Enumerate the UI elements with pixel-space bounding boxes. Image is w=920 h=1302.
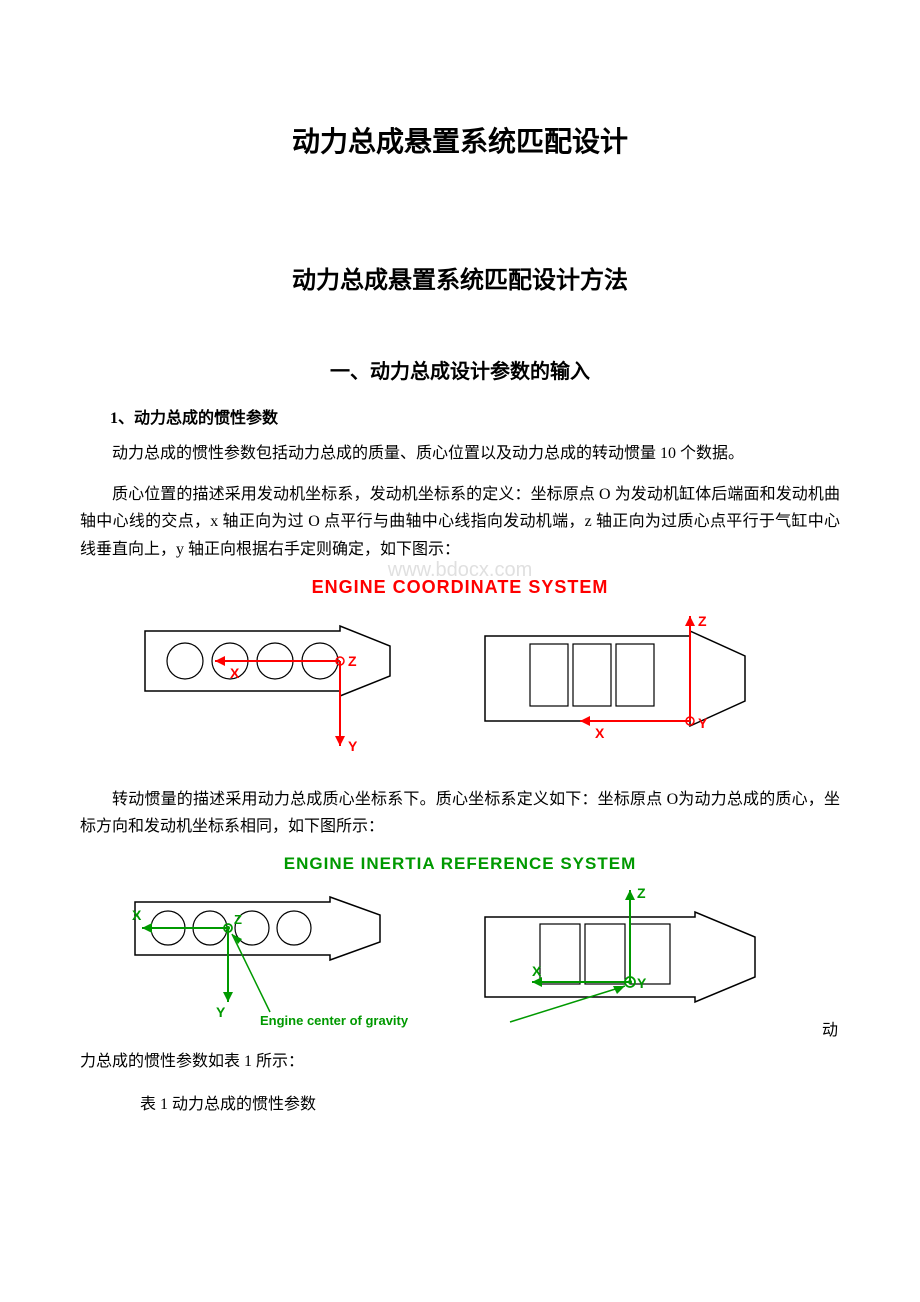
d1-left-y-label: Y — [348, 738, 358, 754]
paragraph-2: 质心位置的描述采用发动机坐标系，发动机坐标系的定义：坐标原点 O 为发动机缸体后… — [80, 481, 840, 563]
diagram-2-title: ENGINE INERTIA REFERENCE SYSTEM — [80, 854, 840, 874]
diagram-2-left-svg: X Z Y Engine center of gravity — [120, 882, 440, 1032]
section-1-heading: 一、动力总成设计参数的输入 — [80, 355, 840, 384]
d2-right-z-label: Z — [637, 885, 646, 901]
paragraph-3: 转动惯量的描述采用动力总成质心坐标系下。质心坐标系定义如下：坐标原点 O为动力总… — [80, 786, 840, 840]
d1-left-x-label: X — [230, 665, 240, 681]
d2-left-y-label: Y — [216, 1004, 226, 1020]
d2-left-x-label: X — [132, 907, 142, 923]
diagram-1-row: X Z Y Z X Y — [80, 606, 840, 766]
d2-right-y-label: Y — [637, 975, 647, 991]
diagram-1-right-svg: Z X Y — [470, 606, 790, 766]
diagram-2-right-svg: Z X Y — [470, 882, 800, 1032]
paragraph-4-rest: 力总成的惯性参数如表 1 所示： — [80, 1048, 840, 1075]
d1-right-x-label: X — [595, 725, 605, 741]
d1-right-y-label: Y — [698, 715, 708, 731]
diagram-2-container: ENGINE INERTIA REFERENCE SYSTEM X Z Y — [80, 854, 840, 1032]
diagram-1-title: ENGINE COORDINATE SYSTEM — [80, 577, 840, 598]
d1-right-z-label: Z — [698, 613, 707, 629]
d2-right-x-label: X — [532, 963, 542, 979]
diagram-2-row: X Z Y Engine center of gravity Z — [80, 882, 840, 1032]
diagram-1-container: www.bdocx.com ENGINE COORDINATE SYSTEM X… — [80, 577, 840, 766]
table-1-caption: 表 1 动力总成的惯性参数 — [80, 1090, 840, 1114]
document-main-title: 动力总成悬置系统匹配设计 — [80, 120, 840, 160]
paragraph-1: 动力总成的惯性参数包括动力总成的质量、质心位置以及动力总成的转动惯量 10 个数… — [80, 440, 840, 467]
d1-left-z-label: Z — [348, 653, 357, 669]
d2-left-z-label: Z — [234, 912, 242, 927]
document-sub-title: 动力总成悬置系统匹配设计方法 — [80, 260, 840, 295]
diagram-1-left-svg: X Z Y — [130, 606, 440, 766]
subsection-1-1-heading: 1、动力总成的惯性参数 — [80, 404, 840, 428]
d2-left-cog-label: Engine center of gravity — [260, 1013, 409, 1028]
